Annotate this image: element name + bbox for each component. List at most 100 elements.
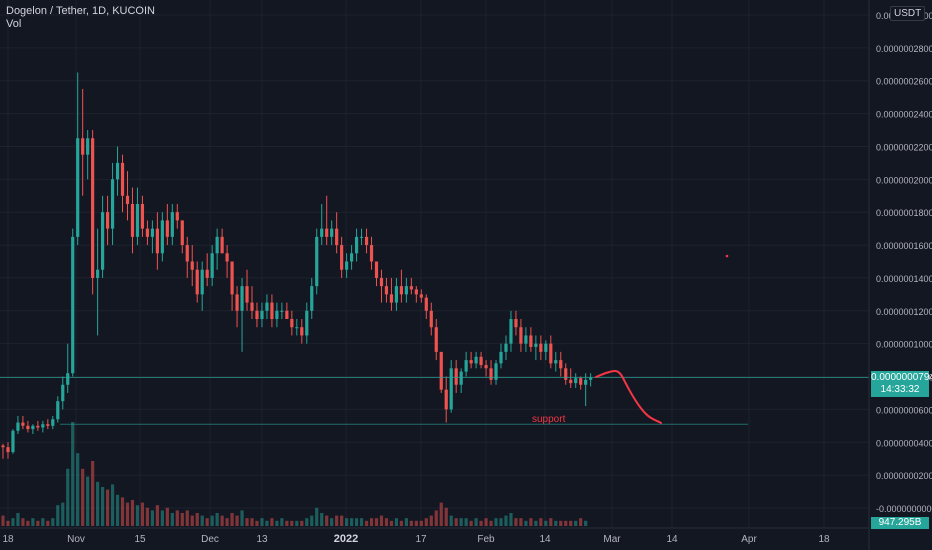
volume-bar (429, 515, 433, 526)
candle-body (424, 297, 428, 311)
forecast-drawing[interactable] (595, 370, 662, 424)
candle-body (125, 195, 130, 204)
candle-body (185, 245, 189, 262)
volume-bar (170, 513, 174, 526)
volume-bar (56, 505, 60, 526)
candle-body (340, 245, 344, 270)
time-tick-label: 18 (2, 534, 14, 545)
candle-body (31, 425, 35, 430)
volume-bar (359, 518, 364, 526)
volume-bar (26, 520, 30, 526)
candle-body (255, 310, 259, 320)
candle-body (150, 228, 154, 237)
candle-body (489, 368, 493, 380)
time-tick-label: 2022 (334, 533, 358, 545)
volume-bar (210, 515, 214, 526)
price-tick-label: 0.0000001600 (876, 241, 932, 251)
volume-bar (489, 520, 493, 526)
volume-bar (315, 507, 319, 526)
volume-bar (250, 518, 254, 526)
candle-body (205, 269, 209, 278)
symbol-title[interactable]: Dogelon / Tether, 1D, KUCOIN (6, 5, 155, 17)
candle-body (140, 203, 145, 229)
volume-bar (86, 476, 90, 526)
volume-bar (479, 520, 483, 526)
candle-body (160, 220, 164, 254)
volume-bar (499, 518, 503, 526)
drawing-point-marker[interactable] (725, 254, 729, 258)
price-tick-label: 0.0000000200 (876, 471, 932, 481)
volume-bar (185, 510, 189, 526)
candle-body (270, 302, 274, 320)
time-tick-label: Mar (603, 534, 621, 545)
volume-bar (574, 520, 578, 526)
volume-bar (31, 518, 35, 526)
price-axis-background[interactable] (869, 0, 932, 550)
volume-bar (225, 518, 229, 526)
price-tick-label: 0.0000001200 (876, 307, 932, 317)
currency-button[interactable]: USDT (890, 6, 926, 21)
volume-bar (270, 518, 274, 526)
volume-bar (135, 505, 140, 526)
volume-bar (205, 518, 209, 526)
time-tick-label: 14 (539, 534, 551, 545)
candle-body (235, 294, 239, 311)
last-price-value: 0.0000000794 (871, 372, 932, 383)
volume-bar (150, 510, 154, 526)
candle-body (569, 379, 573, 384)
volume-bar (569, 520, 573, 526)
candle-body (539, 343, 543, 352)
candle-body (215, 236, 219, 254)
price-tick-label: 0.0000001400 (876, 274, 932, 284)
volume-bar (335, 515, 339, 526)
volume-bars (1, 422, 588, 526)
volume-indicator-label[interactable]: Vol (6, 18, 22, 30)
candle-body (165, 220, 169, 237)
candle-body (444, 389, 448, 410)
candle-body (21, 422, 25, 426)
candle-body (394, 286, 399, 303)
volume-bar (484, 518, 488, 526)
time-tick-label: 14 (666, 534, 678, 545)
volume-bar (399, 520, 403, 526)
candle-body (479, 356, 483, 366)
volume-bar (110, 484, 115, 526)
volume-bar (459, 518, 463, 526)
price-tick-label: -0.0000000000 (876, 504, 932, 514)
volume-bar (21, 518, 25, 526)
candle-body (484, 365, 488, 369)
candle-body (280, 310, 284, 312)
volume-bar (300, 520, 304, 526)
candle-body (325, 228, 329, 237)
price-tick-label: 0.0000002200 (876, 142, 932, 152)
candle-body (91, 138, 95, 278)
candle-body (429, 310, 433, 328)
candle-body (404, 286, 408, 295)
volume-bar (130, 500, 135, 526)
volume-bar (280, 518, 284, 526)
volume-bar (120, 497, 125, 526)
candle-body (36, 425, 40, 428)
candle-body (554, 360, 558, 364)
candle-body (41, 424, 45, 428)
volume-bar (369, 518, 374, 526)
volume-bar (444, 507, 448, 526)
candle-body (514, 319, 518, 328)
candle-body (534, 343, 538, 347)
time-tick-label: Nov (67, 534, 85, 545)
volume-bar (579, 518, 583, 526)
price-tick-label: 0.0000001800 (876, 208, 932, 218)
candle-body (46, 424, 50, 426)
volume-bar (474, 518, 478, 526)
volume-bar (320, 513, 324, 526)
candle-body (300, 327, 304, 336)
volume-bar (544, 520, 548, 526)
volume-bar (434, 510, 438, 526)
candle-body (210, 253, 214, 278)
volume-bar (81, 468, 85, 526)
candle-body (6, 447, 10, 453)
volume-bar (240, 510, 244, 526)
candle-body (354, 236, 359, 254)
candle-body (81, 138, 85, 155)
